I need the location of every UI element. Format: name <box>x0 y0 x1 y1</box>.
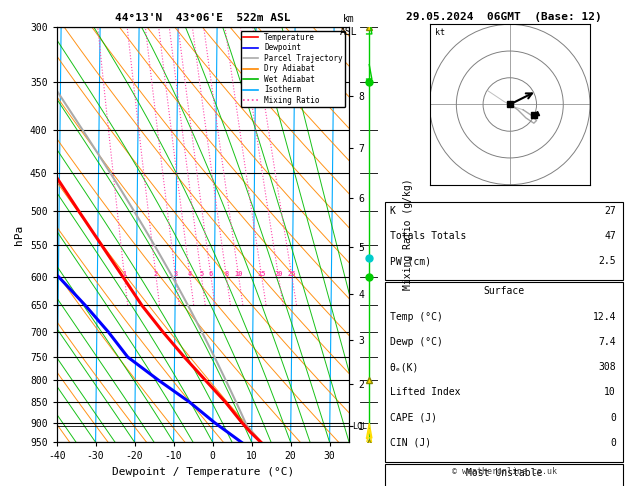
Text: Dewp (°C): Dewp (°C) <box>390 337 443 347</box>
Text: Surface: Surface <box>484 286 525 296</box>
Text: K: K <box>390 206 396 216</box>
Text: Temp (°C): Temp (°C) <box>390 312 443 322</box>
Text: 1: 1 <box>123 271 126 277</box>
Text: θₑ(K): θₑ(K) <box>390 362 420 372</box>
Text: 25: 25 <box>287 271 296 277</box>
Text: 308: 308 <box>598 362 616 372</box>
Text: 15: 15 <box>257 271 266 277</box>
Y-axis label: hPa: hPa <box>14 225 25 244</box>
Text: CAPE (J): CAPE (J) <box>390 413 437 423</box>
Text: 3: 3 <box>174 271 178 277</box>
Text: PW (cm): PW (cm) <box>390 256 431 266</box>
Text: 4: 4 <box>188 271 192 277</box>
Text: 0: 0 <box>610 413 616 423</box>
Text: LCL: LCL <box>352 422 367 431</box>
Text: km: km <box>343 14 355 24</box>
Title: 44°13'N  43°06'E  522m ASL: 44°13'N 43°06'E 522m ASL <box>115 13 291 23</box>
Y-axis label: Mixing Ratio (g/kg): Mixing Ratio (g/kg) <box>403 179 413 290</box>
Text: © weatheronline.co.uk: © weatheronline.co.uk <box>452 467 557 476</box>
Text: CIN (J): CIN (J) <box>390 438 431 448</box>
Text: 8: 8 <box>225 271 228 277</box>
Text: 10: 10 <box>235 271 243 277</box>
Text: 20: 20 <box>274 271 283 277</box>
Text: 5: 5 <box>199 271 204 277</box>
Bar <box>385 282 623 462</box>
Text: 2: 2 <box>154 271 159 277</box>
Text: 29.05.2024  06GMT  (Base: 12): 29.05.2024 06GMT (Base: 12) <box>406 12 602 22</box>
Text: 10: 10 <box>604 387 616 398</box>
Bar <box>385 202 623 280</box>
Text: 47: 47 <box>604 231 616 241</box>
Bar <box>385 464 623 486</box>
Text: Lifted Index: Lifted Index <box>390 387 460 398</box>
Text: kt: kt <box>435 28 445 37</box>
Text: 6: 6 <box>209 271 213 277</box>
Text: 27: 27 <box>604 206 616 216</box>
Text: ASL: ASL <box>340 27 358 37</box>
Legend: Temperature, Dewpoint, Parcel Trajectory, Dry Adiabat, Wet Adiabat, Isotherm, Mi: Temperature, Dewpoint, Parcel Trajectory… <box>241 31 345 107</box>
Text: 2.5: 2.5 <box>598 256 616 266</box>
X-axis label: Dewpoint / Temperature (°C): Dewpoint / Temperature (°C) <box>112 467 294 477</box>
Text: 12.4: 12.4 <box>593 312 616 322</box>
Text: Totals Totals: Totals Totals <box>390 231 466 241</box>
Text: Most Unstable: Most Unstable <box>466 468 542 478</box>
Text: 0: 0 <box>610 438 616 448</box>
Text: 7.4: 7.4 <box>598 337 616 347</box>
